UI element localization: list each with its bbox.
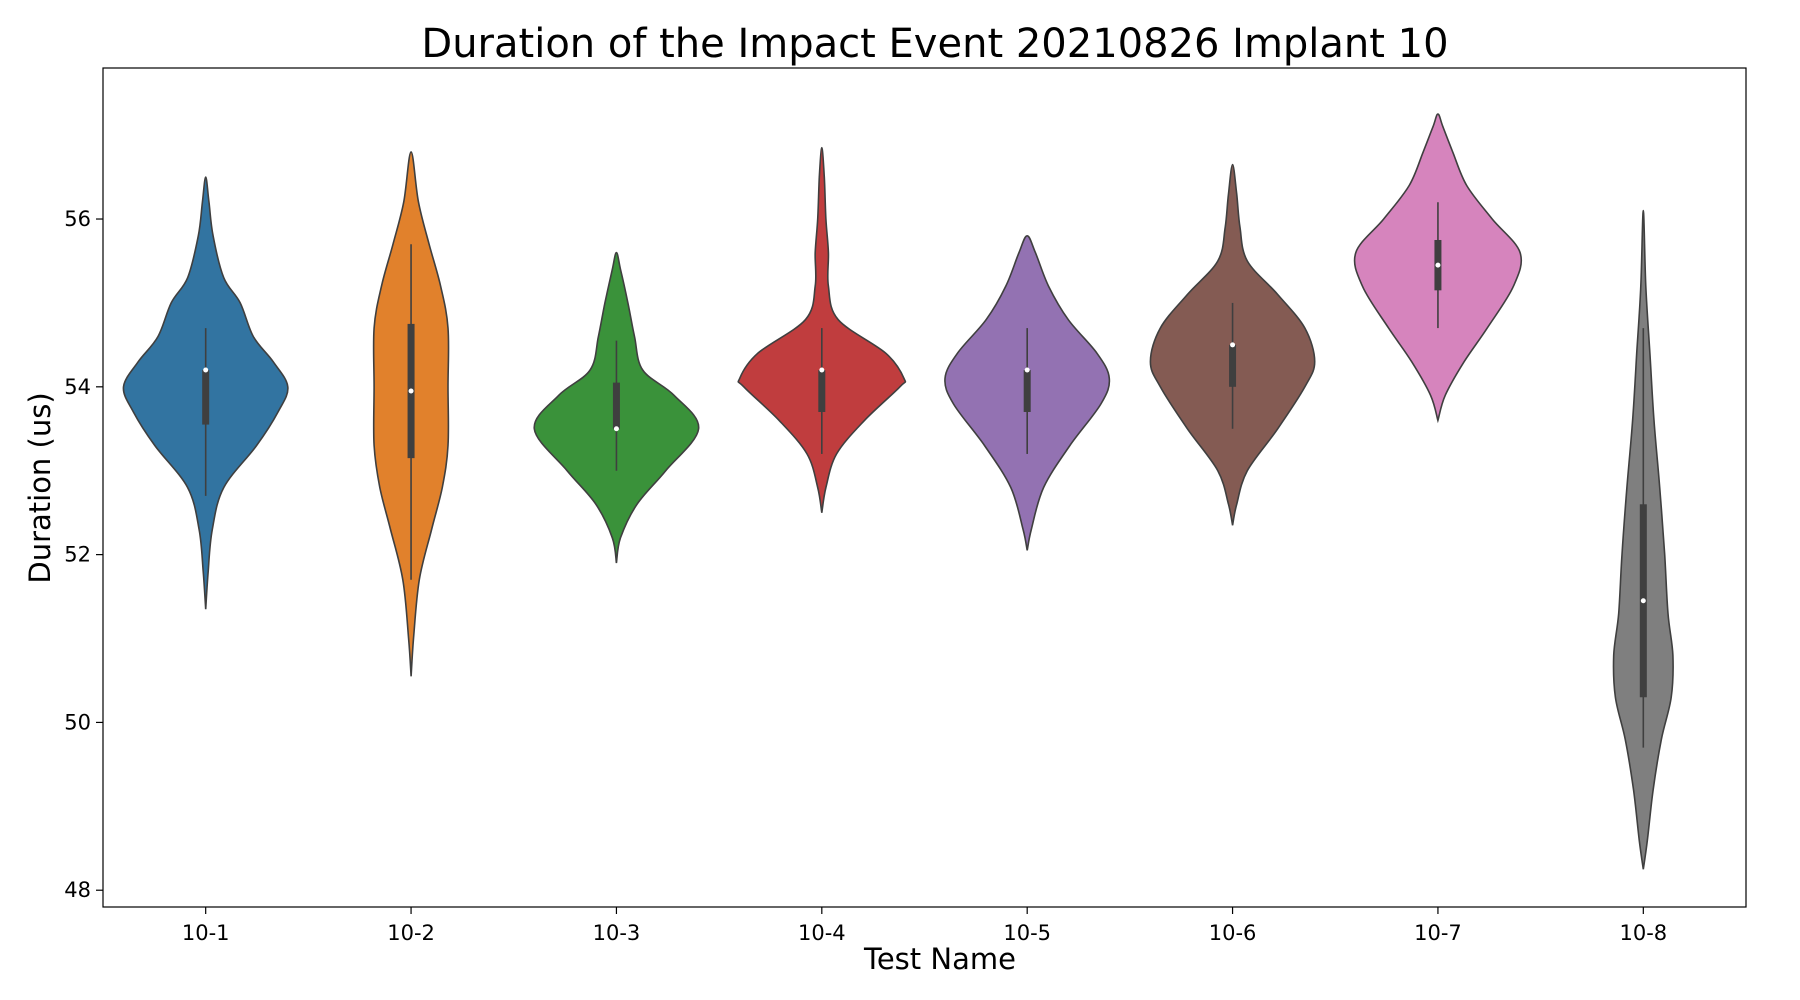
median-dot-10-7 xyxy=(1435,262,1441,268)
y-tick-label-48: 48 xyxy=(64,878,91,902)
x-tick-label-10-3: 10-3 xyxy=(593,921,641,945)
chart-title: Duration of the Impact Event 20210826 Im… xyxy=(421,21,1448,67)
y-tick-label-54: 54 xyxy=(64,375,91,399)
median-dot-10-2 xyxy=(408,388,414,394)
x-tick-label-10-1: 10-1 xyxy=(182,921,230,945)
iqr-box-10-6 xyxy=(1229,344,1237,387)
x-tick-label-10-7: 10-7 xyxy=(1414,921,1462,945)
x-axis-ticks: 10-1 10-2 10-3 10-4 10-5 10-6 10-7 10-8 xyxy=(182,907,1667,945)
y-axis-ticks: 48 50 52 54 56 xyxy=(64,207,103,902)
x-tick-label-10-4: 10-4 xyxy=(798,921,846,945)
median-dot-10-1 xyxy=(203,367,209,373)
y-axis-label: Duration (us) xyxy=(23,392,57,583)
x-tick-label-10-5: 10-5 xyxy=(1003,921,1051,945)
median-dot-10-8 xyxy=(1640,598,1646,604)
iqr-box-10-5 xyxy=(1023,370,1031,412)
iqr-box-10-3 xyxy=(612,382,620,429)
median-dot-10-4 xyxy=(819,367,825,373)
plot-area-frame xyxy=(102,67,1747,908)
y-tick-label-50: 50 xyxy=(64,710,91,734)
iqr-box-10-1 xyxy=(202,370,210,425)
x-axis-label: Test Name xyxy=(863,942,1016,976)
iqr-box-10-4 xyxy=(818,370,826,412)
y-tick-label-52: 52 xyxy=(64,543,91,567)
median-dot-10-3 xyxy=(613,426,619,432)
median-dot-10-5 xyxy=(1024,367,1030,373)
y-tick-label-56: 56 xyxy=(64,207,91,231)
x-tick-label-10-2: 10-2 xyxy=(387,921,435,945)
median-dot-10-6 xyxy=(1230,342,1236,348)
x-tick-label-10-8: 10-8 xyxy=(1619,921,1667,945)
violins-layer xyxy=(122,113,1674,870)
x-tick-label-10-6: 10-6 xyxy=(1209,921,1257,945)
